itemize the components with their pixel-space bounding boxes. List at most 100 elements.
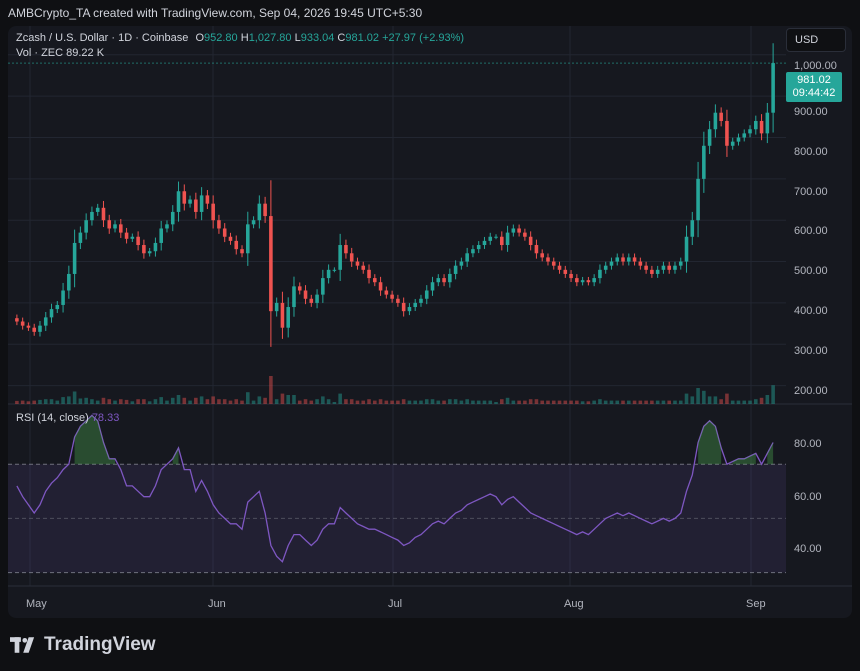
- candle-body: [436, 278, 441, 283]
- volume-bar: [609, 400, 614, 404]
- volume-bar: [465, 399, 469, 404]
- candle-body: [401, 302, 406, 312]
- candle-body: [286, 307, 290, 328]
- candle-body: [153, 242, 158, 252]
- legend-high: 1,027.80: [248, 32, 292, 44]
- candle-body: [107, 220, 112, 229]
- candle-body: [580, 280, 585, 283]
- candle-body: [575, 278, 579, 283]
- candle-body: [638, 261, 643, 266]
- rsi-overbought-fill: [698, 420, 722, 465]
- volume-bar: [20, 400, 25, 404]
- candle-body: [303, 290, 308, 299]
- volume-bar: [147, 401, 152, 404]
- volume-bar: [355, 400, 360, 404]
- rsi-tick-label: 80.00: [794, 438, 822, 450]
- candle-body: [655, 269, 660, 274]
- volume-bar: [107, 399, 112, 404]
- candle-body: [90, 211, 94, 221]
- candle-body: [707, 129, 712, 146]
- volume-bar: [332, 402, 337, 404]
- volume-bar: [742, 400, 747, 404]
- volume-bar: [176, 395, 181, 404]
- candle-body: [557, 265, 562, 270]
- candle-body: [361, 265, 366, 270]
- candle-body: [136, 236, 140, 246]
- volume-bar: [234, 399, 239, 404]
- candle-body: [20, 321, 25, 326]
- candle-body: [598, 269, 602, 279]
- volume-bar: [563, 400, 568, 404]
- volume-bar: [182, 397, 187, 404]
- candle-body: [188, 199, 192, 204]
- chart-panel[interactable]: Zcash / U.S. Dollar · 1D · Coinbase O952…: [8, 26, 852, 618]
- y-tick-label: 500.00: [794, 265, 828, 277]
- volume-bar: [436, 400, 441, 404]
- candle-body: [297, 286, 302, 291]
- volume-bar: [142, 399, 146, 404]
- volume-bar: [615, 400, 620, 404]
- volume-bar: [384, 400, 389, 404]
- legend-close-label: C: [337, 32, 346, 44]
- candle-body: [176, 191, 181, 212]
- volume-bar: [534, 399, 539, 404]
- volume-bar: [759, 397, 764, 404]
- volume-bar: [378, 399, 383, 404]
- rsi-line: [16, 414, 774, 563]
- candle-body: [419, 298, 423, 303]
- candle-body: [95, 207, 100, 212]
- volume-bar: [661, 400, 666, 404]
- candle-body: [38, 325, 42, 332]
- volume-bar: [430, 399, 435, 404]
- candle-body: [459, 261, 464, 266]
- candle-body: [563, 269, 568, 274]
- volume-bar: [326, 399, 331, 404]
- volume-bar: [771, 385, 775, 404]
- x-tick-label: Sep: [746, 598, 766, 610]
- volume-bar: [286, 395, 290, 404]
- candle-body: [378, 282, 383, 291]
- volume-bar: [72, 391, 77, 404]
- chart-canvas[interactable]: [8, 26, 852, 618]
- candle-body: [32, 327, 36, 332]
- candle-body: [471, 249, 475, 254]
- candle-body: [453, 265, 458, 274]
- candle-body: [730, 141, 735, 146]
- volume-bar: [603, 400, 608, 404]
- volume-bar: [424, 399, 429, 404]
- candle-body: [26, 325, 31, 328]
- volume-bar: [292, 395, 296, 404]
- candle-body: [292, 286, 296, 308]
- candle-body: [482, 240, 487, 246]
- candle-body: [274, 302, 279, 312]
- candle-body: [315, 294, 319, 303]
- y-tick-label: 900.00: [794, 106, 828, 118]
- candle-body: [765, 112, 770, 134]
- candle-body: [309, 298, 314, 303]
- tradingview-brand[interactable]: TradingView: [10, 634, 156, 656]
- candle-body: [603, 265, 608, 270]
- currency-button[interactable]: USD: [786, 28, 846, 52]
- candle-body: [367, 269, 371, 279]
- volume-bar: [598, 399, 602, 404]
- candle-body: [528, 236, 533, 246]
- candle-body: [551, 261, 556, 266]
- volume-bar: [170, 397, 175, 404]
- volume-bar: [528, 399, 533, 404]
- volume-bar: [361, 400, 366, 404]
- candle-body: [609, 261, 614, 266]
- candle-body: [719, 112, 723, 121]
- candle-body: [684, 236, 689, 262]
- volume-bar: [130, 401, 135, 404]
- volume-bar: [407, 400, 412, 404]
- volume-bar: [505, 397, 510, 404]
- volume-bar: [419, 400, 423, 404]
- volume-bar: [500, 399, 504, 404]
- volume-bar: [49, 399, 54, 404]
- candle-body: [586, 280, 591, 283]
- volume-bar: [113, 400, 117, 404]
- volume-bar: [517, 400, 521, 404]
- volume-bar: [390, 400, 394, 404]
- candle-body: [355, 261, 360, 266]
- rsi-legend: RSI (14, close) 78.33: [16, 412, 119, 424]
